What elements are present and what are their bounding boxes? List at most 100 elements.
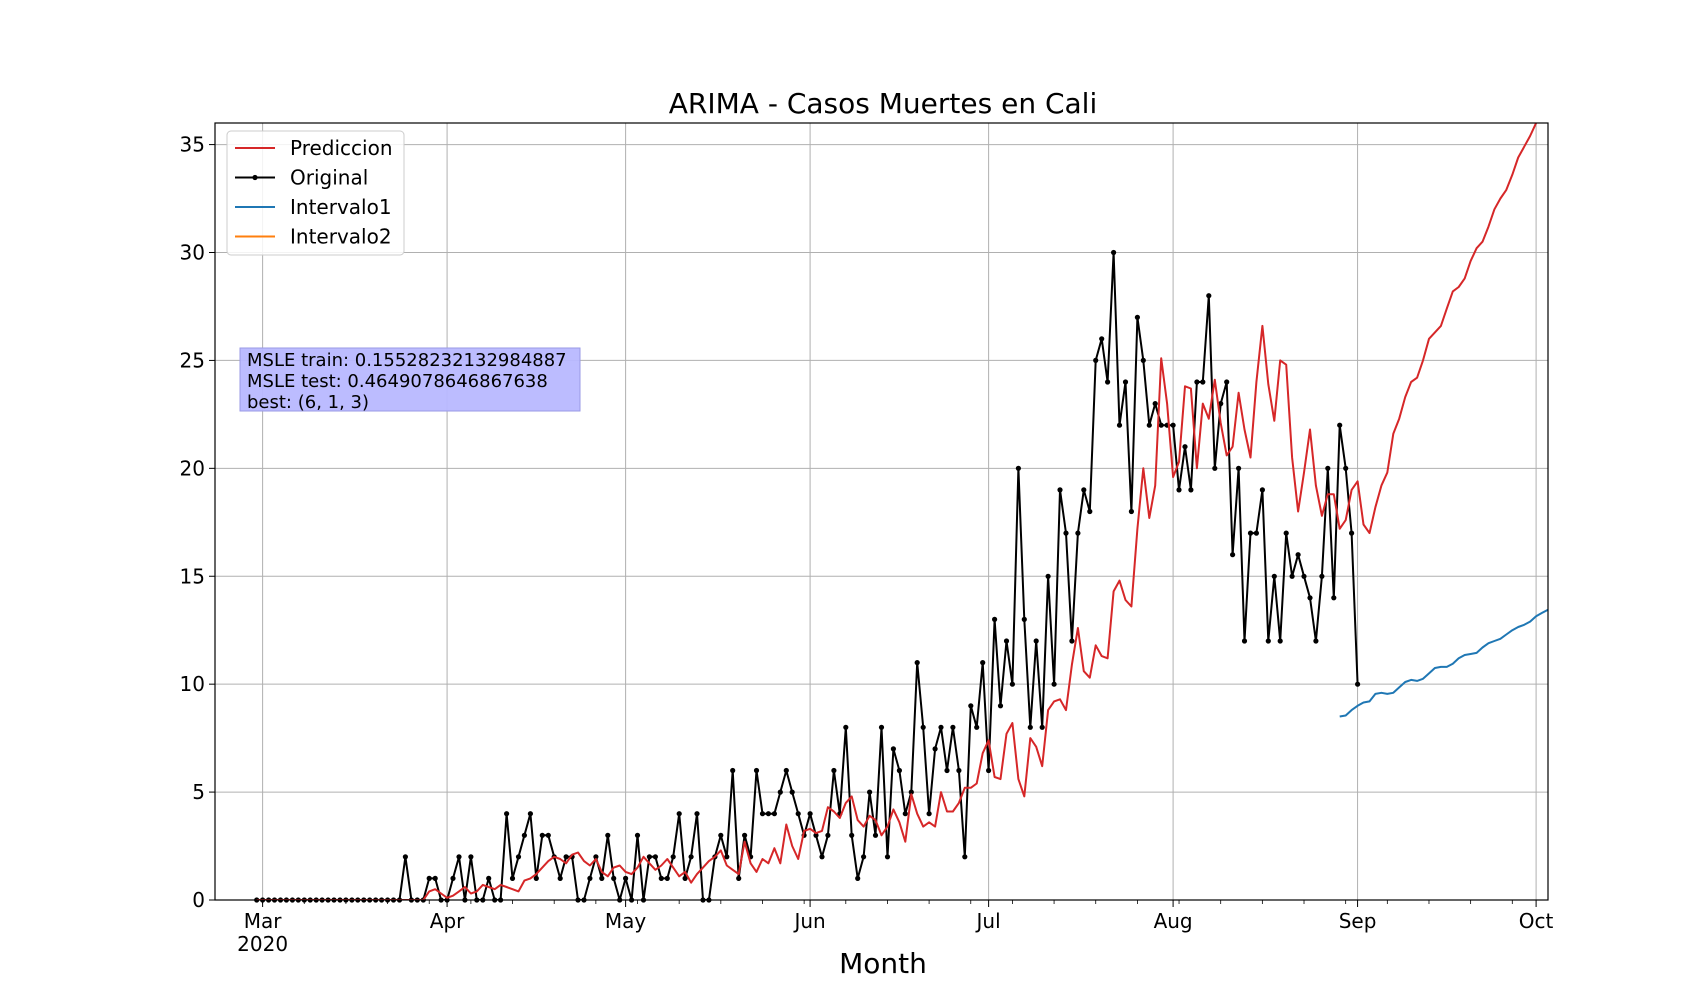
data-point-original [765, 811, 772, 817]
data-point-original [587, 875, 593, 882]
data-point-original [527, 811, 534, 817]
data-point-original [545, 832, 551, 838]
data-point-original [908, 789, 914, 795]
data-point-original [521, 832, 528, 838]
data-point-original [486, 875, 492, 882]
data-point-original [997, 703, 1004, 709]
data-point-original [914, 660, 920, 666]
data-point-original [736, 875, 742, 882]
legend-label-prediccion: Prediccion [290, 136, 393, 160]
data-point-original [1182, 444, 1188, 450]
series-line-prediccion [256, 123, 1538, 900]
data-point-original [676, 811, 682, 817]
data-point-original [1331, 595, 1337, 601]
data-point-original [1134, 314, 1140, 320]
y-tick-label: 30 [180, 241, 205, 265]
data-point-original [1349, 530, 1355, 536]
data-point-original [819, 854, 825, 860]
data-point-original [1051, 681, 1057, 687]
data-point-original [646, 854, 653, 860]
data-point-original [1003, 638, 1010, 644]
data-point-original [992, 616, 998, 623]
data-point-original [1045, 573, 1051, 579]
data-point-original [753, 767, 760, 774]
x-tick-label: May [605, 909, 647, 933]
y-tick-label: 20 [180, 456, 205, 480]
data-point-original [1200, 379, 1206, 385]
data-point-original [1218, 401, 1224, 407]
data-point-original [932, 746, 938, 752]
data-point-original [1313, 638, 1319, 644]
data-point-original [1039, 724, 1045, 730]
data-point-original [1015, 465, 1022, 471]
data-point-original [658, 875, 664, 882]
data-point-original [813, 832, 819, 838]
data-point-original [1009, 681, 1016, 687]
data-point-original [1271, 573, 1277, 579]
series-line-original [256, 251, 1359, 900]
data-point-original [1343, 465, 1349, 471]
data-point-original [872, 832, 879, 838]
data-point-original [1283, 530, 1289, 536]
data-point-original [867, 789, 873, 795]
x-axis-label: Month [839, 947, 927, 980]
data-point-original [783, 767, 789, 774]
data-point-original [795, 811, 801, 817]
legend-box [226, 130, 405, 256]
data-point-original [634, 832, 641, 838]
series-line-intervalo1 [1339, 608, 1548, 718]
y-tick-label: 0 [192, 888, 205, 912]
data-point-original [1069, 638, 1075, 644]
data-point-original [1111, 249, 1117, 256]
data-point-original [402, 854, 408, 860]
data-point-original [664, 875, 670, 882]
chart-title: ARIMA - Casos Muertes en Cali [669, 87, 1097, 120]
data-point-original [670, 854, 676, 860]
data-point-original [432, 875, 438, 882]
legend-label-intervalo1: Intervalo1 [290, 195, 392, 219]
data-point-original [742, 832, 748, 838]
data-point-original [974, 724, 980, 730]
data-point-original [1122, 379, 1129, 385]
data-point-original [968, 703, 974, 709]
data-point-original [450, 875, 456, 882]
data-point-original [759, 811, 766, 817]
data-point-original [902, 811, 908, 817]
x-tick-sublabel: 2020 [237, 932, 288, 956]
data-point-original [1158, 422, 1164, 428]
data-point-original [1236, 465, 1242, 471]
data-point-original [980, 660, 986, 666]
x-tick-label: Aug [1154, 909, 1193, 933]
data-point-original [1105, 379, 1111, 385]
data-point-original [789, 789, 795, 795]
legend-label-intervalo2: Intervalo2 [290, 225, 392, 249]
data-point-original [509, 875, 516, 882]
data-point-original [1140, 357, 1146, 363]
data-point-original [1194, 379, 1200, 385]
data-point-original [950, 724, 956, 730]
annotation-line: MSLE train: 0.15528232132984887 [247, 350, 567, 371]
data-point-original [718, 832, 724, 838]
data-point-original [593, 854, 599, 860]
data-point-original [1224, 379, 1230, 385]
data-point-original [1170, 422, 1176, 428]
data-point-original [884, 854, 891, 860]
data-point-original [1057, 487, 1063, 493]
data-point-original [1146, 422, 1152, 428]
data-point-original [1319, 573, 1325, 579]
data-point-original [605, 832, 611, 838]
data-point-original [1265, 638, 1271, 644]
data-point-original [938, 724, 944, 730]
data-point-original [426, 875, 432, 882]
data-point-original [920, 724, 926, 730]
data-point-original [1259, 487, 1265, 493]
data-point-original [1093, 357, 1099, 363]
data-point-original [890, 746, 897, 752]
data-point-original [694, 811, 700, 817]
data-point-original [1027, 724, 1033, 730]
data-point-original [944, 767, 950, 774]
data-point-original [771, 811, 778, 817]
